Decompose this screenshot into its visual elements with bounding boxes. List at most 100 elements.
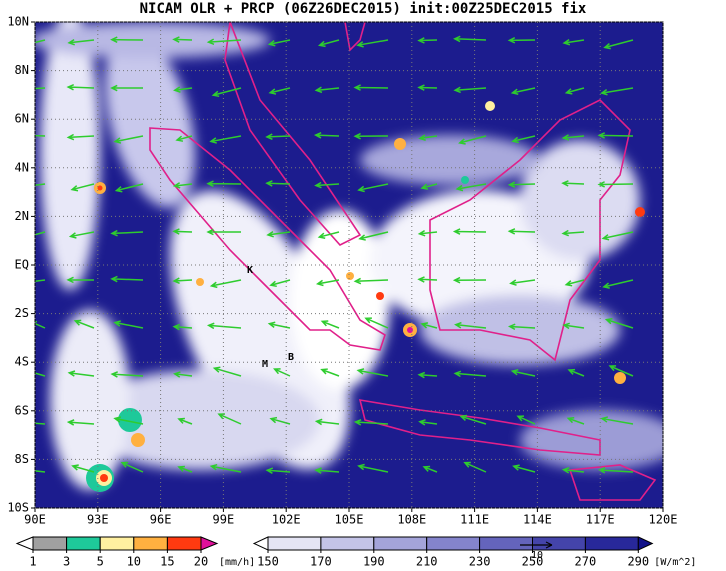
wind-arrow (507, 228, 536, 235)
wind-arrow (353, 277, 389, 285)
x-tick-label: 111E (460, 513, 489, 527)
x-tick-label: 117E (586, 513, 615, 527)
colorbar-tick-label: 5 (97, 555, 104, 569)
wind-arrow (357, 183, 389, 193)
wind-arrow (562, 38, 585, 46)
marker-label: K (247, 265, 253, 276)
field: K M B (35, 22, 663, 508)
colorbar-cell (584, 536, 639, 551)
colorbar-tick-label: 150 (257, 555, 279, 569)
wind-arrow (206, 180, 242, 187)
colorbar-cell (373, 536, 428, 551)
colorbar-unit: [mm/h] (219, 557, 255, 568)
wind-arrow (561, 180, 585, 187)
wind-arrow (177, 465, 193, 473)
wind-arrow (35, 231, 46, 236)
cloud-field (35, 22, 663, 490)
wind-arrow (417, 84, 438, 91)
wind-arrow (314, 181, 340, 189)
wind-arrow (317, 39, 340, 48)
wind-arrow (561, 467, 585, 474)
wind-arrow (604, 318, 634, 329)
wind-arrow (353, 84, 389, 91)
colorbar-tick-label: 230 (469, 555, 491, 569)
colorbar-end (252, 536, 269, 551)
wind-arrow (597, 466, 634, 474)
wind-arrow (567, 368, 585, 377)
wind-arrow (364, 317, 389, 329)
wind-arrow (66, 83, 95, 91)
colorbar-tick-label: 290 (627, 555, 649, 569)
wind-arrow (68, 231, 95, 239)
wind-arrow (67, 370, 95, 377)
x-tick-label: 114E (523, 513, 552, 527)
wind-arrow (562, 322, 585, 330)
y-tick-label: 6S (15, 403, 29, 417)
wind-arrow (206, 322, 242, 330)
wind-arrow (206, 38, 242, 46)
y-tick-label: 6N (15, 112, 29, 126)
wind-arrow (269, 279, 291, 288)
wind-arrow (114, 183, 144, 193)
wind-arrow (516, 415, 536, 425)
wind-arrow (603, 39, 634, 50)
wind-arrow (510, 368, 536, 377)
wind-arrow (509, 279, 536, 286)
wind-arrow (66, 419, 95, 426)
wind-arrow (353, 419, 389, 426)
reference-vector: 10 (520, 541, 553, 561)
wind-arrow (417, 37, 438, 44)
marker-label: M (262, 359, 268, 370)
wind-arrow (212, 366, 242, 377)
colorbar-tick-label: 170 (310, 555, 332, 569)
y-tick-label: EQ (15, 258, 29, 272)
wind-arrow (269, 416, 291, 425)
wind-arrow (453, 35, 487, 43)
wind-arrow (454, 321, 487, 329)
wind-arrow (273, 368, 291, 377)
colorbar-tick-label: 270 (575, 555, 597, 569)
wind-arrow (211, 87, 242, 98)
x-tick-label: 99E (213, 513, 235, 527)
wind-arrow (356, 39, 389, 48)
colorbar-end (637, 536, 654, 551)
wind-arrow (35, 372, 46, 377)
y-tick-label: 4N (15, 160, 29, 174)
wind-arrow (66, 276, 95, 284)
wind-arrow (356, 368, 389, 377)
wind-arrow (314, 86, 340, 94)
wind-arrow (420, 322, 438, 329)
colorbar-cell (99, 536, 135, 551)
wind-arrow (113, 416, 144, 425)
colorbar-tick-label: 190 (363, 555, 385, 569)
wind-arrow (320, 368, 340, 377)
wind-arrow (35, 183, 46, 186)
wind-arrow (510, 87, 536, 96)
colorbar-tick-label: 210 (416, 555, 438, 569)
wind-arrow (452, 276, 487, 284)
wind-arrow (172, 323, 193, 331)
wind-arrow (420, 183, 438, 190)
wind-arrow (206, 228, 242, 236)
colorbar-cell (479, 536, 534, 551)
wind-arrow (320, 320, 340, 329)
wind-arrow (35, 470, 46, 473)
title: NICAM OLR + PRCP (06Z26DEC2015) init:00Z… (140, 1, 587, 17)
wind-arrow (35, 279, 46, 282)
wind-arrow (267, 321, 291, 329)
wind-arrow (353, 132, 389, 140)
wind-arrow (177, 417, 193, 425)
y-tick-label: 8N (15, 63, 29, 77)
wind-arrow (418, 134, 438, 141)
wind-arrow (35, 39, 46, 44)
wind-arrow (172, 228, 193, 235)
wind-arrow (561, 229, 585, 237)
x-tick-label: 93E (87, 513, 109, 527)
colorbars: 1 3 5 10 15 20 [mm/h] 150 170 190 210 230 250 270 290 [… (15, 536, 696, 569)
colorbar-end (200, 536, 219, 551)
wind-arrow (73, 319, 95, 329)
wind-arrow (265, 180, 291, 187)
wind-arrow (418, 419, 438, 426)
wind-arrow (511, 135, 536, 144)
